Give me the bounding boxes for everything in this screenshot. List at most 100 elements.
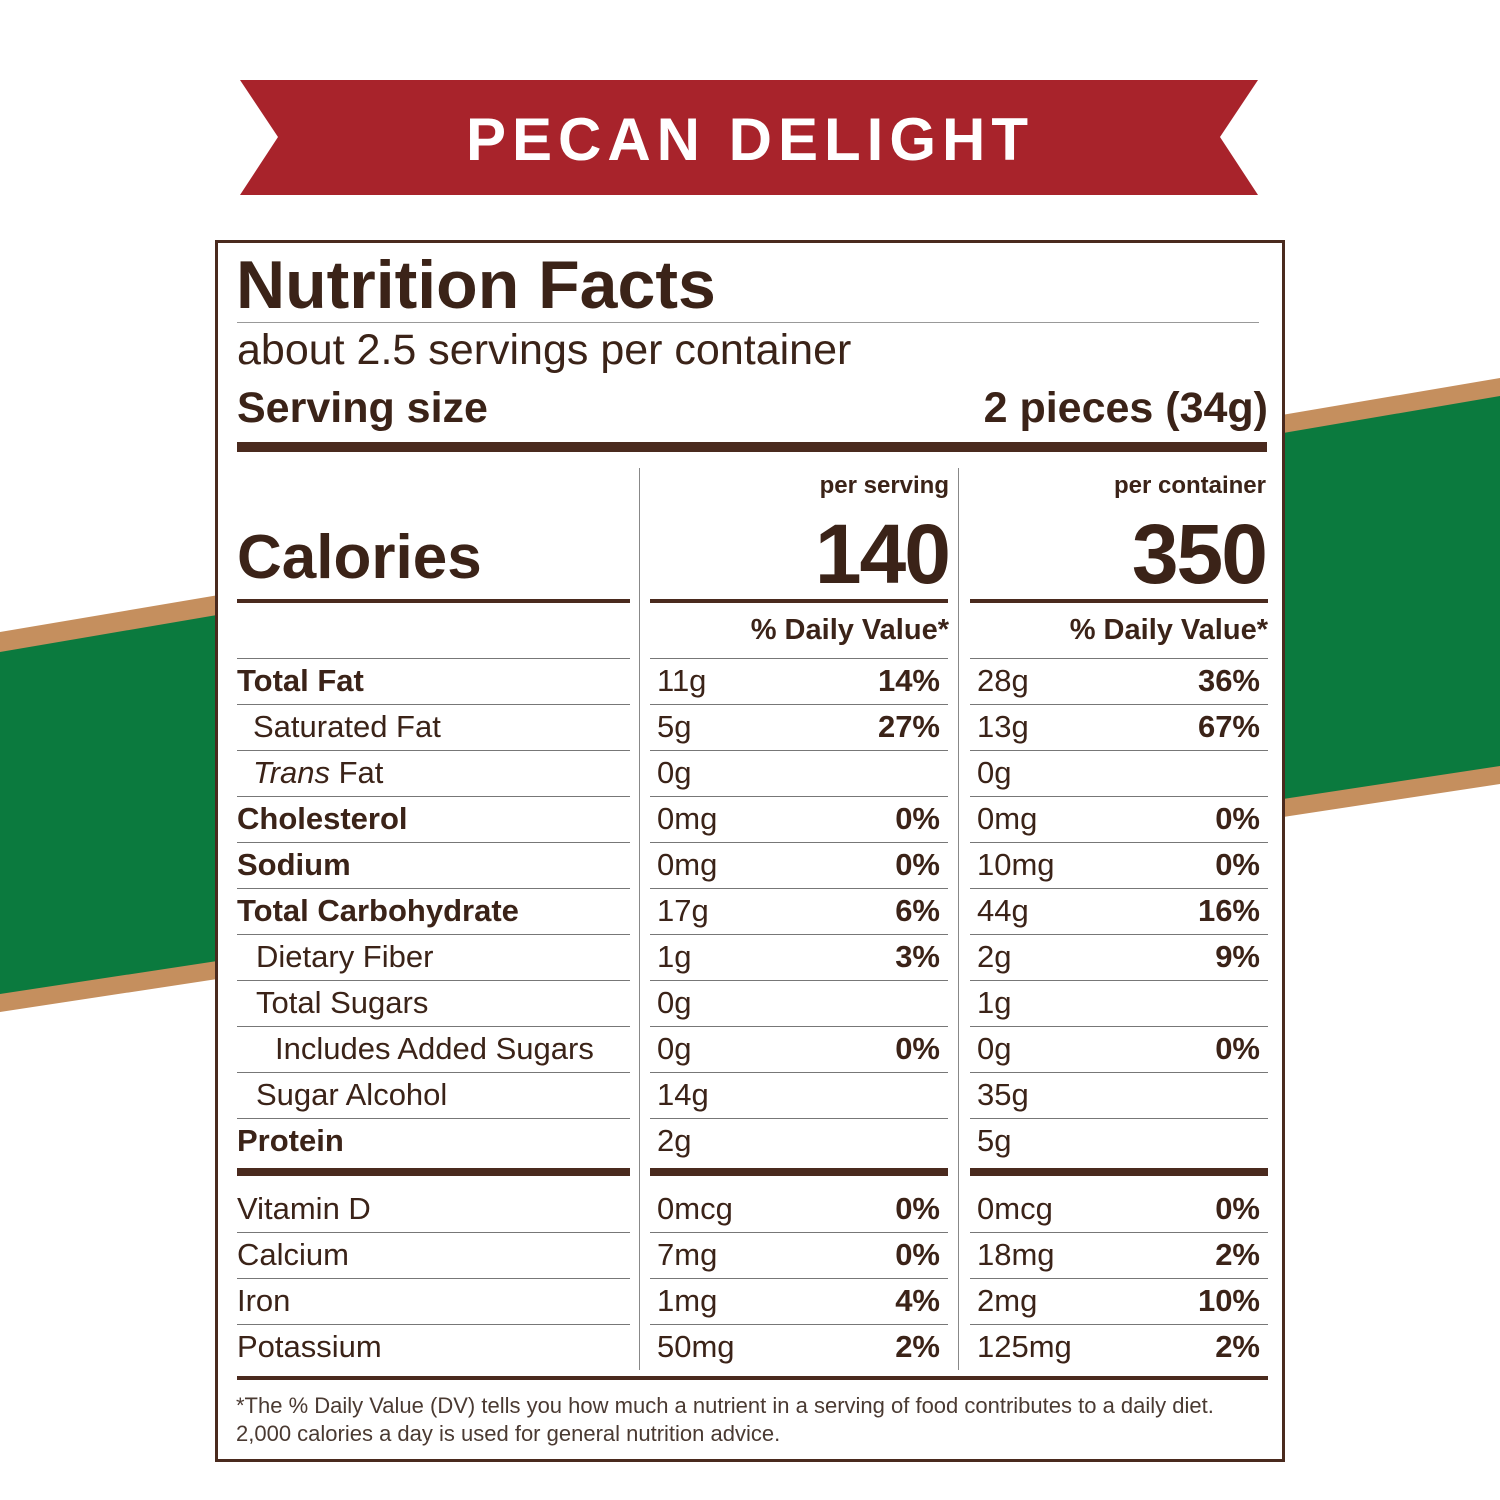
thick-rule: [237, 1168, 630, 1176]
amount: 0mcg: [657, 1191, 733, 1226]
row-rule: [970, 1324, 1268, 1325]
row-name: Total Carbohydrate: [237, 893, 519, 928]
amount: 2g: [977, 939, 1012, 974]
row-rule: [650, 1072, 948, 1073]
label-title: Nutrition Facts: [236, 247, 716, 323]
daily-value: 0%: [1215, 801, 1260, 836]
amount: 1mg: [657, 1283, 718, 1318]
row-rule: [237, 796, 630, 797]
daily-value: 67%: [1197, 709, 1260, 744]
row-rule: [650, 934, 948, 935]
row-name: Total Fat: [237, 663, 364, 698]
amount: 5g: [977, 1123, 1012, 1158]
row-rule: [237, 1026, 630, 1027]
amount: 2g: [657, 1123, 692, 1158]
amount: 0g: [977, 755, 1012, 790]
row-rule: [237, 704, 630, 705]
amount: 0g: [657, 1031, 692, 1066]
amount: 2mg: [977, 1283, 1038, 1318]
amount: 0mg: [657, 847, 718, 882]
amount: 0g: [657, 755, 692, 790]
row-name: Vitamin D: [237, 1191, 371, 1226]
daily-value: 9%: [1215, 939, 1260, 974]
daily-value: 2%: [1215, 1237, 1260, 1272]
dv-header: % Daily Value*: [1069, 614, 1268, 646]
thick-rule: [970, 1168, 1268, 1176]
serving-size-label: Serving size: [237, 384, 488, 432]
row-rule: [970, 750, 1268, 751]
banner-text: PECAN DELIGHT: [466, 106, 1034, 173]
amount: 28g: [977, 663, 1029, 698]
daily-value: 0%: [895, 801, 940, 836]
daily-value: 0%: [895, 1191, 940, 1226]
row-rule: [650, 750, 948, 751]
amount: 44g: [977, 893, 1029, 928]
row-rule: [650, 842, 948, 843]
row-name: Dietary Fiber: [256, 939, 434, 974]
row-rule: [650, 1324, 948, 1325]
row-rule: [650, 704, 948, 705]
row-name: Total Sugars: [256, 985, 429, 1020]
row-rule: [650, 796, 948, 797]
daily-value: 4%: [895, 1283, 940, 1318]
servings: about 2.5 servings per container: [237, 326, 852, 374]
per-serving-label: per serving: [819, 472, 949, 499]
amount: 18mg: [977, 1237, 1055, 1272]
row-rule: [237, 1324, 630, 1325]
daily-value: 3%: [895, 939, 940, 974]
row-rule: [237, 934, 630, 935]
row-rule: [237, 842, 630, 843]
amount: 0g: [657, 985, 692, 1020]
row-rule: [970, 704, 1268, 705]
daily-value: 0%: [1215, 1031, 1260, 1066]
row-name: Potassium: [237, 1329, 382, 1364]
thick-rule: [237, 442, 1267, 452]
row-rule: [650, 1118, 948, 1119]
calories-label: Calories: [237, 523, 482, 592]
daily-value: 0%: [895, 1031, 940, 1066]
divider: [639, 468, 640, 1370]
row-rule: [237, 658, 630, 659]
row-rule: [970, 658, 1268, 659]
per-container-label: per container: [1113, 472, 1266, 499]
row-rule: [650, 658, 948, 659]
daily-value: 27%: [877, 709, 940, 744]
amount: 1g: [977, 985, 1012, 1020]
row-rule: [237, 1072, 630, 1073]
rule: [237, 1376, 1268, 1380]
row-rule: [237, 888, 630, 889]
dv-header: % Daily Value*: [750, 614, 949, 646]
row-rule: [970, 1072, 1268, 1073]
row-rule: [650, 888, 948, 889]
row-name: Saturated Fat: [253, 709, 441, 744]
amount: 14g: [657, 1077, 709, 1112]
row-name: Cholesterol: [237, 801, 408, 836]
row-rule: [237, 750, 630, 751]
row-rule: [650, 980, 948, 981]
amount: 5g: [657, 709, 692, 744]
amount: 35g: [977, 1077, 1029, 1112]
rule: [237, 599, 630, 603]
calories-serving: 140: [814, 507, 951, 601]
daily-value: 10%: [1197, 1283, 1260, 1318]
daily-value: 6%: [895, 893, 940, 928]
amount: 1g: [657, 939, 692, 974]
serving-size: 2 pieces (34g): [983, 384, 1268, 432]
rule: [237, 322, 1259, 323]
row-rule: [237, 1232, 630, 1233]
daily-value: 16%: [1197, 893, 1260, 928]
amount: 125mg: [977, 1329, 1072, 1364]
footnote: *The % Daily Value (DV) tells you how mu…: [236, 1393, 1214, 1446]
row-rule: [970, 934, 1268, 935]
thick-rule: [650, 1168, 948, 1176]
row-rule: [970, 842, 1268, 843]
rule: [650, 599, 948, 603]
daily-value: 36%: [1197, 663, 1260, 698]
row-name-part: Trans: [253, 755, 330, 790]
row-name: Sodium: [237, 847, 351, 882]
rule: [970, 599, 1268, 603]
row-rule: [237, 1278, 630, 1279]
amount: 0mg: [977, 801, 1038, 836]
row-rule: [970, 1026, 1268, 1027]
amount: 10mg: [977, 847, 1055, 882]
